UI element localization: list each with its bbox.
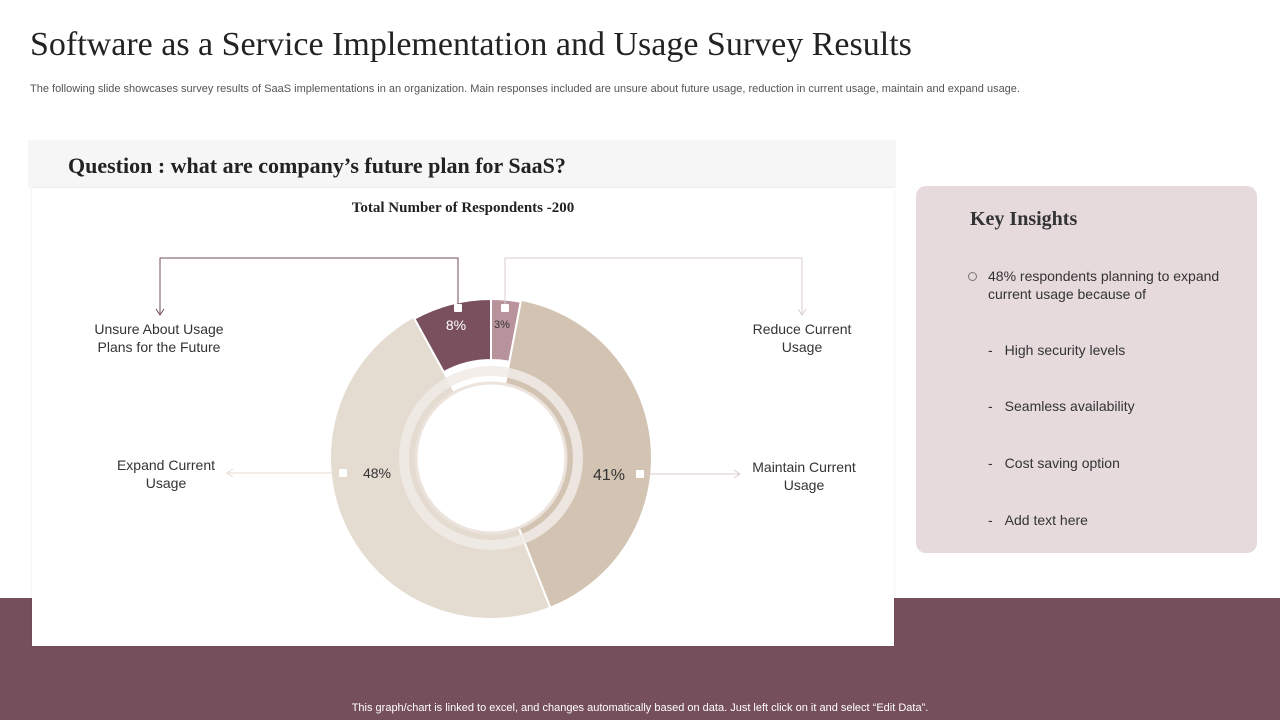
insight-item: - Add text here (988, 512, 1088, 528)
connector-reduce (504, 257, 803, 314)
page-subtitle: The following slide showcases survey res… (30, 83, 1020, 95)
inner-ring (399, 366, 583, 550)
label-reduce: Reduce Current Usage (752, 321, 852, 355)
insight-item: - Cost saving option (988, 455, 1120, 471)
value-label-unsure: 8% (446, 317, 466, 333)
dash-bullet-icon: - (988, 512, 993, 528)
marker-unsure (454, 304, 462, 312)
label-expand: Expand Current Usage (116, 457, 216, 491)
question-bar: Question : what are company’s future pla… (28, 140, 896, 188)
slice-unsure[interactable] (413, 297, 492, 374)
donut-hole (414, 381, 568, 535)
page-title: Software as a Service Implementation and… (30, 26, 912, 63)
chart-title: Total Number of Respondents -200 (351, 200, 575, 216)
insights-title: Key Insights (970, 208, 1078, 230)
circle-bullet-icon (968, 272, 977, 281)
key-insights-panel: Key Insights 48% respondents planning to… (916, 186, 1257, 553)
connector-unsure (159, 257, 459, 314)
arrow-maintain (733, 469, 741, 479)
arrow-expand (226, 468, 234, 478)
arrow-unsure (155, 308, 165, 316)
question-heading: Question : what are company’s future pla… (68, 153, 566, 178)
insight-lead-text: 48% respondents planning to expand curre… (988, 268, 1220, 302)
footer-note: This graph/chart is linked to excel, and… (351, 702, 929, 714)
insight-item: - Seamless availability (988, 398, 1135, 414)
chart-card[interactable]: Total Number of Respondents -200 8% 3% 41%… (32, 188, 894, 646)
marker-expand (339, 469, 347, 477)
arrow-reduce (797, 308, 807, 316)
value-label-maintain: 41% (593, 467, 625, 484)
dash-bullet-icon: - (988, 455, 993, 471)
value-label-expand: 48% (363, 465, 391, 481)
insight-lead: 48% respondents planning to expand curre… (968, 267, 1238, 303)
marker-maintain (636, 470, 644, 478)
marker-reduce (501, 304, 509, 312)
dash-bullet-icon: - (988, 398, 993, 414)
value-label-reduce: 3% (494, 319, 510, 331)
label-maintain: Maintain Current Usage (752, 459, 856, 493)
donut-chart[interactable]: 8% 3% 41% 48% (32, 188, 894, 646)
insight-item: - High security levels (988, 342, 1126, 358)
dash-bullet-icon: - (988, 342, 993, 358)
label-unsure: Unsure About Usage Plans for the Future (94, 321, 224, 355)
